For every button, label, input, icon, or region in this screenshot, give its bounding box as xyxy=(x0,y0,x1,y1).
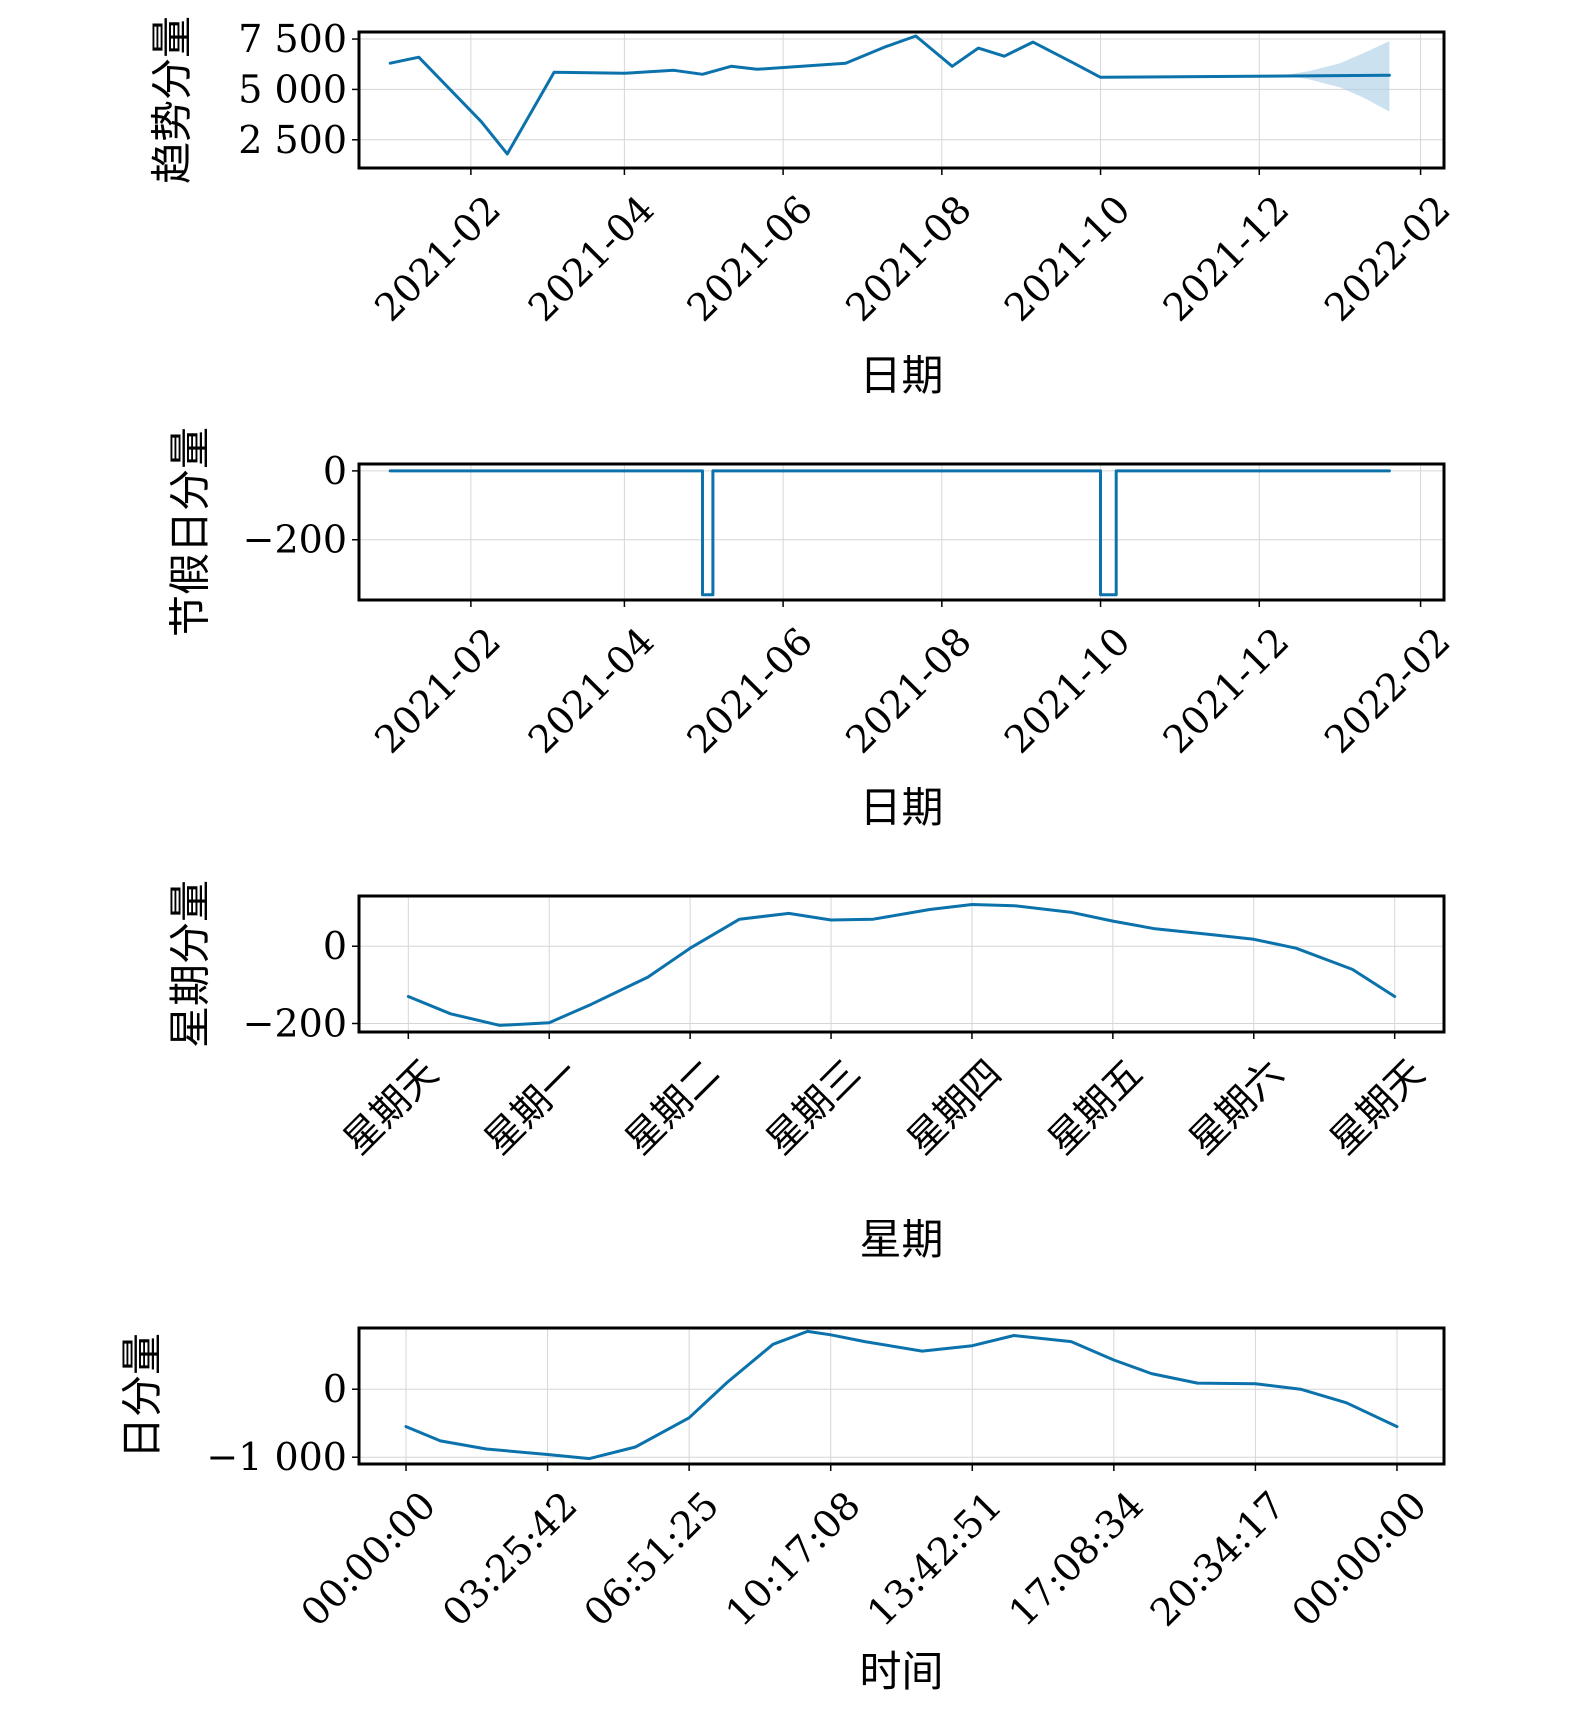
y-tick-label: −200 xyxy=(243,1002,347,1046)
chart-panel-2: −200 0 2021-02 2021-04 2021-06 2021-08 2021-10… xyxy=(166,427,1459,832)
x-tick-label: 2021-12 xyxy=(1155,619,1298,762)
x-tick-label: 星期二 xyxy=(617,1051,729,1163)
x-tick-label: 06:51:25 xyxy=(576,1483,728,1635)
x-tick-label: 星期五 xyxy=(1039,1051,1151,1163)
x-tick-label: 2022-02 xyxy=(1316,187,1459,330)
x-axis-label: 日期 xyxy=(859,351,943,400)
series-line-1 xyxy=(404,1329,1399,1461)
x-tick-label: 00:00:00 xyxy=(292,1483,444,1635)
x-tick-label: 03:25:42 xyxy=(434,1483,586,1635)
x-axis-label: 日期 xyxy=(859,783,943,832)
y-tick-label: 7 500 xyxy=(238,17,347,61)
x-tick-label: 2021-02 xyxy=(366,187,509,330)
x-tick-label: 2021-02 xyxy=(366,619,509,762)
x-tick-label: 00:00:00 xyxy=(1283,1483,1435,1635)
x-tick-label: 星期三 xyxy=(757,1051,869,1163)
x-tick-label: 17:08:34 xyxy=(1000,1483,1152,1635)
y-tick-label: 5 000 xyxy=(238,67,347,111)
x-tick-label: 20:34:17 xyxy=(1142,1483,1294,1635)
series-line-1 xyxy=(388,469,1391,597)
series-line-1 xyxy=(406,903,1397,1027)
x-tick-label: 2022-02 xyxy=(1316,619,1459,762)
x-tick-label: 2021-08 xyxy=(837,187,980,330)
x-tick-label: 2021-06 xyxy=(679,187,822,330)
y-tick-label: 0 xyxy=(323,1367,347,1411)
plot-frame xyxy=(357,462,1446,602)
x-axis-label: 星期 xyxy=(859,1215,943,1264)
x-tick-label: 星期四 xyxy=(898,1051,1010,1163)
y-tick-label: 0 xyxy=(323,924,347,968)
x-tick-label: 2021-04 xyxy=(520,187,663,330)
y-axis-label: 星期分量 xyxy=(166,880,215,1048)
x-tick-label: 星期天 xyxy=(1321,1051,1433,1163)
y-axis-label: 日分量 xyxy=(118,1333,167,1459)
y-axis-label: 节假日分量 xyxy=(166,427,215,637)
plot-frame xyxy=(357,894,1446,1034)
x-tick-label: 2021-06 xyxy=(679,619,822,762)
y-axis-label: 趋势分量 xyxy=(148,16,197,184)
series-line-1 xyxy=(388,34,1391,156)
x-tick-label: 星期天 xyxy=(335,1051,447,1163)
chart-panel-4: −1 000000:00:0003:25:4206:51:2510:17:081… xyxy=(118,1326,1446,1696)
x-tick-label: 星期一 xyxy=(476,1051,588,1163)
x-tick-label: 2021-04 xyxy=(520,619,663,762)
y-tick-label: 2 500 xyxy=(238,118,347,162)
y-tick-label: −1 000 xyxy=(206,1435,347,1479)
x-tick-label: 2021-12 xyxy=(1155,187,1298,330)
x-tick-label: 星期六 xyxy=(1180,1051,1292,1163)
y-tick-label: 0 xyxy=(323,449,347,493)
x-tick-label: 2021-10 xyxy=(996,187,1139,330)
x-tick-label: 13:42:51 xyxy=(859,1483,1011,1635)
plot-frame xyxy=(357,1326,1446,1466)
x-tick-label: 10:17:08 xyxy=(717,1483,869,1635)
y-tick-label: −200 xyxy=(243,518,347,562)
x-axis-label: 时间 xyxy=(859,1647,943,1696)
x-tick-label: 2021-10 xyxy=(996,619,1139,762)
plot-frame xyxy=(357,30,1446,170)
x-tick-label: 2021-08 xyxy=(837,619,980,762)
